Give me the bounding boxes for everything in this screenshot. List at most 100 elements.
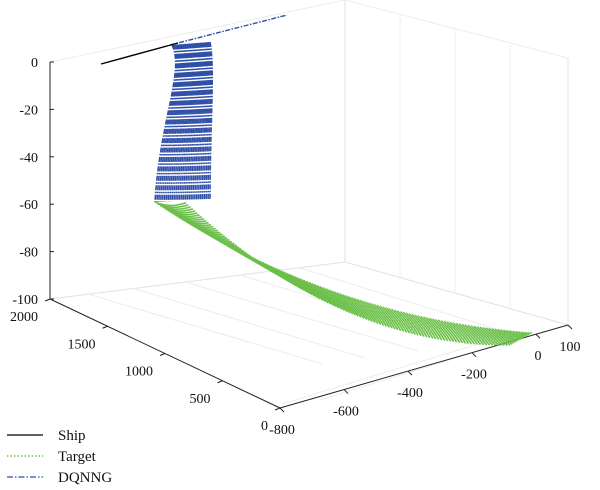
target-trajectory [155,201,532,335]
dqnng-trajectory [154,44,177,203]
target-trajectory [173,204,519,342]
dqnng-trajectory [192,42,202,201]
z-tick-label: -40 [19,151,38,166]
target-trajectory [182,202,512,345]
dqnng-trajectory [195,42,205,201]
y-tick-mark [102,325,108,329]
z-ticks: 0 -20 -40 -60 -80 -100 [12,56,54,308]
series-dqnng [154,14,288,203]
grid-floor-a [87,267,526,365]
grid-back-bottom [49,261,569,326]
target-trajectory [169,204,522,340]
target-trajectory [172,204,520,341]
y-tick-mark [159,353,166,356]
y-tick-label: 0 [261,419,268,434]
y-tick-label: 1500 [68,337,96,352]
dqnng-trajectory [203,42,210,201]
dqnng-trajectory [199,42,207,201]
target-trajectory [171,204,520,341]
ship-trajectory [100,42,179,65]
legend-ship-label: Ship [58,428,86,444]
x-tick-mark [471,352,477,358]
legend: Ship Target DQNNG [7,428,112,486]
x-tick-label: -800 [269,423,295,438]
x-axis-line [279,324,569,409]
dqnng-trajectory [190,42,201,201]
dqnng-trajectory [161,44,182,202]
dqnng-trajectory [173,43,189,202]
dqnng-trajectory [176,43,192,202]
dqnng-trajectory [186,43,198,201]
x-tick-mark [407,370,413,376]
target-trajectory [154,201,533,334]
legend-target-label: Target [58,449,97,465]
z-tick-label: -80 [19,246,38,261]
target-trajectory [160,203,528,337]
dqnng-trajectory [182,43,196,201]
dqnng-trajectory [194,42,203,201]
target-trajectory [161,203,527,337]
x-tick-label: -400 [397,386,423,401]
target-trajectory [170,204,521,340]
dqnng-trajectory [159,44,181,202]
series-target [154,201,533,346]
x-tick-mark [279,407,285,413]
dqnng-trajectory [163,44,183,202]
z-tick-label: -60 [19,198,38,213]
target-trajectory [183,202,511,346]
dqnng-trajectory [209,41,214,201]
z-tick-label: -20 [19,103,38,118]
dqnng-top-line [169,14,288,46]
target-trajectory [178,203,515,344]
dqnng-trajectory [169,43,187,202]
grid-lines [49,0,569,405]
y-tick-mark [44,298,51,302]
x-tick-mark [535,333,541,339]
y-tick-mark [274,407,281,411]
z-tick-label: -100 [12,293,38,308]
dqnng-trajectory [184,43,197,201]
y-tick-label: 1000 [125,365,153,380]
y-tick-label: 2000 [10,310,38,325]
grid-wall-right [399,15,511,309]
grid-back-top [49,0,569,63]
axes-box [49,62,569,409]
dqnng-trajectory [205,42,211,201]
y-tick-label: 500 [190,392,211,407]
target-trajectory [177,203,516,343]
y-tick-mark [217,380,223,384]
dqnng-trajectory [175,43,191,202]
target-trajectory [180,203,514,345]
x-tick-label: 0 [535,349,542,364]
dqnng-trajectory [157,44,179,202]
x-tick-mark [343,389,349,394]
y-ticks: 0 500 1000 1500 2000 [10,298,281,434]
target-trajectory [156,202,531,335]
legend-dqnng-label: DQNNG [58,470,112,486]
target-trajectory [181,202,513,345]
dqnng-trajectory [197,42,206,201]
dqnng-trajectory [171,43,188,202]
x-tick-mark [567,324,573,330]
target-trajectory [174,204,518,342]
dqnng-trajectory [188,42,200,201]
target-trajectory [179,203,514,344]
x-tick-label: 100 [560,340,581,355]
target-trajectory [158,202,530,336]
dqnng-trajectory [167,43,186,202]
x-tick-label: -600 [333,405,359,420]
target-trajectory [159,202,529,336]
target-trajectory [176,203,517,343]
z-tick-label: 0 [31,56,38,71]
target-trajectory [175,204,517,342]
dqnng-trajectory [156,44,178,202]
dqnng-trajectory [165,44,184,202]
x-ticks: -800 -600 -400 -200 0 100 [269,324,581,438]
target-trajectory [157,202,530,335]
dqnng-trajectory [178,43,193,202]
dqnng-trajectory [180,43,195,202]
dqnng-trajectory [201,42,208,201]
x-tick-label: -200 [461,368,487,383]
target-trajectory [184,201,511,346]
